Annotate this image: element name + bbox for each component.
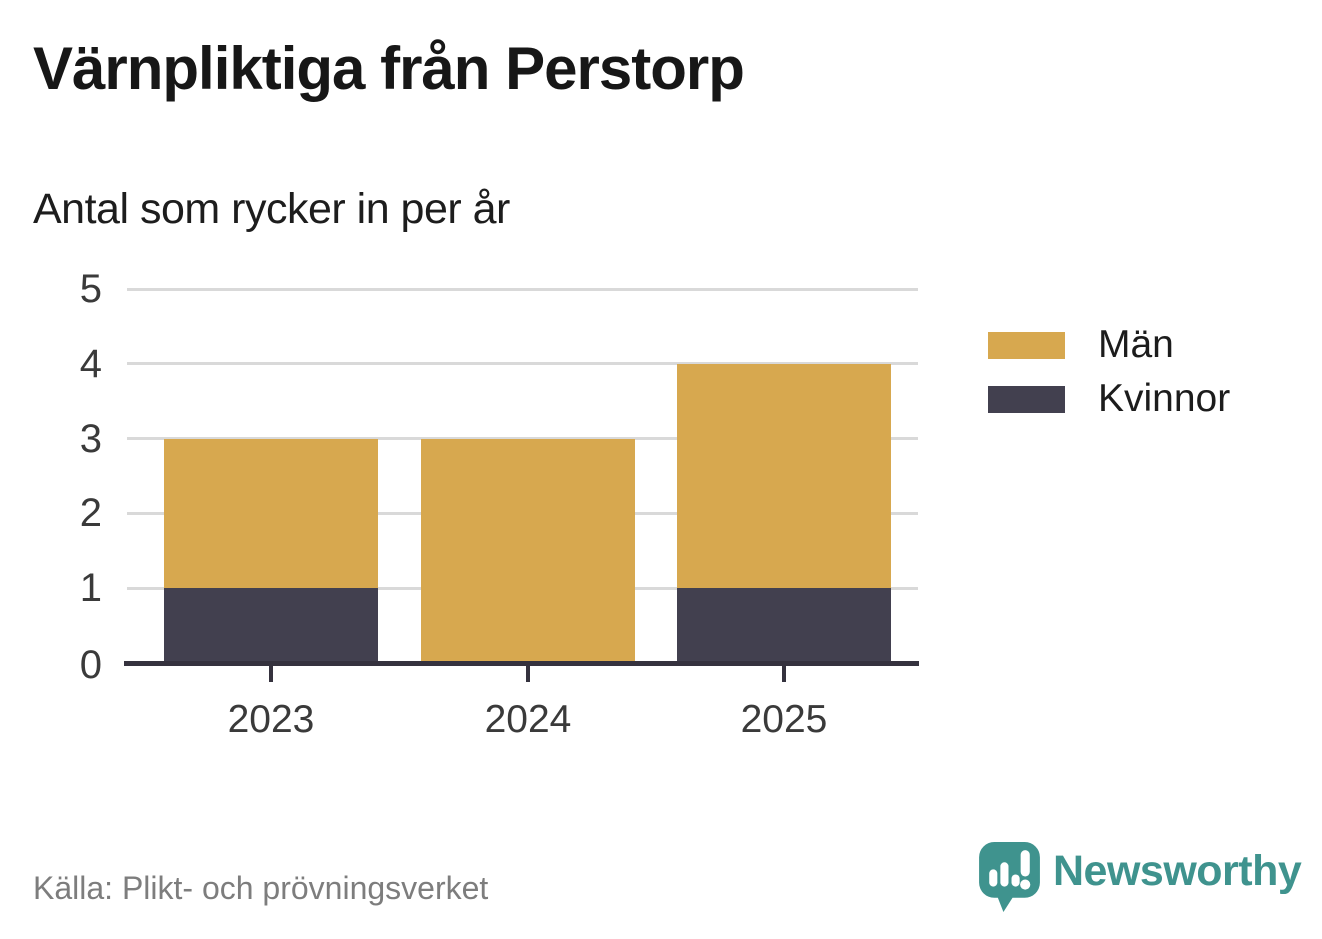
x-axis-label-2023: 2023 — [227, 698, 315, 741]
x-tick-2024 — [526, 663, 530, 682]
x-tick-2023 — [269, 663, 273, 682]
gridline-4 — [127, 362, 918, 366]
x-tick-2025 — [782, 663, 786, 682]
y-axis-label-3: 3 — [79, 416, 102, 461]
bar-2023 — [164, 289, 378, 663]
gridline-3 — [127, 437, 918, 441]
bar-2025 — [677, 289, 891, 663]
bar-2024 — [421, 289, 635, 663]
chart-subtitle: Antal som rycker in per år — [33, 185, 510, 233]
legend: Män Kvinnor — [988, 323, 1231, 420]
y-axis-label-0: 0 — [79, 643, 102, 687]
bar-segment-2023-män — [164, 438, 378, 589]
y-axis-label-4: 4 — [79, 341, 102, 386]
bar-segment-2024-män — [421, 438, 635, 663]
legend-item-män: Män — [988, 323, 1230, 366]
legend-item-kvinnor: Kvinnor — [988, 377, 1231, 420]
legend-swatch-kvinnor — [988, 385, 1065, 413]
x-axis-line — [124, 661, 919, 666]
bar-segment-2025-kvinnor — [677, 588, 891, 663]
brand-footer: Newsworthy — [978, 841, 1302, 914]
y-axis-label-2: 2 — [79, 491, 102, 536]
bar-segment-2025-män — [677, 363, 891, 589]
gridline-5 — [127, 287, 918, 291]
legend-label-män: Män — [1098, 323, 1174, 366]
brand-name: Newsworthy — [1053, 847, 1302, 895]
y-axis-label-5: 5 — [79, 267, 102, 311]
x-axis-label-2024: 2024 — [484, 698, 572, 741]
source-caption: Källa: Plikt- och prövningsverket — [33, 870, 489, 906]
chart-title: Värnpliktiga från Perstorp — [33, 35, 745, 102]
x-axis-label-2025: 2025 — [740, 698, 828, 741]
newsworthy-logo-icon — [979, 842, 1040, 912]
bar-segment-2023-kvinnor — [164, 588, 378, 663]
legend-swatch-män — [988, 331, 1065, 359]
y-axis-label-1: 1 — [79, 566, 102, 611]
legend-label-kvinnor: Kvinnor — [1098, 377, 1231, 420]
plot-area — [124, 287, 919, 682]
